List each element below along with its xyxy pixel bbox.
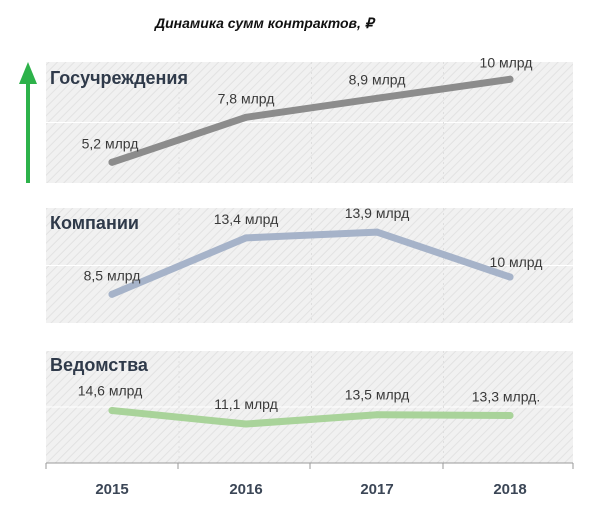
panel-3: Ведомства 14,6 млрд 11,1 млрд 13,5 млрд 13,3… [46, 351, 573, 463]
x-tick-label: 2015 [95, 481, 128, 498]
data-point [108, 158, 116, 166]
x-tick-label: 2016 [229, 481, 262, 498]
data-label: 13,5 млрд [345, 387, 410, 403]
data-label: 11,1 млрд [214, 396, 278, 412]
data-point [373, 411, 381, 419]
chart-title: Динамика сумм контрактов, ₽ [154, 15, 376, 31]
x-axis: 2015 2016 2017 2018 [45, 462, 574, 498]
data-label: 14,6 млрд [78, 382, 143, 398]
data-point [506, 273, 514, 281]
x-tick-label: 2018 [493, 481, 526, 498]
panel-title: Ведомства [50, 355, 149, 375]
data-label: 10 млрд [490, 254, 543, 270]
data-point [242, 420, 250, 428]
data-point [242, 113, 250, 121]
series-line [108, 407, 514, 428]
data-point [506, 75, 514, 83]
data-label: 5,2 млрд [82, 135, 139, 151]
trend-arrow-head [19, 62, 37, 84]
data-label: 7,8 млрд [218, 90, 275, 106]
panel-1: Госучреждения 5,2 млрд 7,8 млрд 8,9 млрд 10 … [46, 54, 573, 183]
data-point [242, 234, 250, 242]
data-point [108, 290, 116, 298]
data-label: 10 млрд [480, 54, 533, 70]
series-line [108, 228, 514, 298]
data-label: 8,5 млрд [84, 267, 141, 283]
x-tick-label: 2017 [360, 481, 393, 498]
data-point [373, 94, 381, 102]
panels: Госучреждения 5,2 млрд 7,8 млрд 8,9 млрд 10 … [46, 54, 573, 463]
data-point [373, 228, 381, 236]
data-label: 8,9 млрд [349, 71, 406, 87]
panel-title: Компании [50, 213, 139, 233]
trend-arrow [19, 62, 37, 183]
panel-2: Компании 8,5 млрд 13,4 млрд 13,9 млрд 10 млр… [46, 205, 573, 323]
series-line [108, 75, 514, 166]
data-label: 13,4 млрд [214, 211, 279, 227]
panel-title: Госучреждения [50, 68, 188, 88]
data-point [506, 411, 514, 419]
data-point [108, 406, 116, 414]
data-label: 13,3 млрд. [472, 388, 540, 404]
data-label: 13,9 млрд [345, 205, 410, 221]
